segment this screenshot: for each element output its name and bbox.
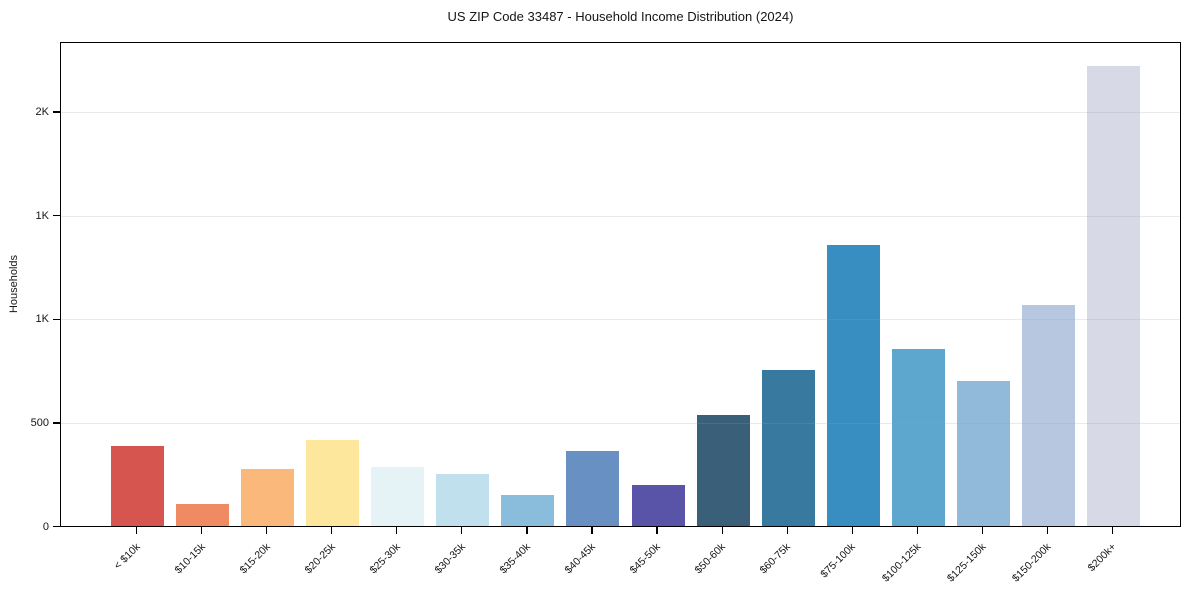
x-tick-label: $35-40k	[497, 540, 533, 577]
x-tick-mark	[1046, 527, 1049, 534]
y-tick-mark	[53, 318, 60, 320]
bar-$150-200k	[1021, 305, 1075, 526]
x-tick-label: $50-60k	[692, 540, 729, 577]
bar-$50-60k	[696, 415, 750, 526]
x-tick-label: $25-30k	[367, 540, 403, 577]
bar-< $10k	[111, 446, 164, 526]
x-tick-label: $45-50k	[627, 540, 663, 577]
y-tick-label: 500	[30, 416, 49, 429]
y-tick-label: 0	[42, 520, 49, 533]
y-tick-mark	[53, 526, 60, 528]
bar-$30-35k	[436, 474, 490, 526]
bar-$100-125k	[891, 348, 945, 526]
x-tick-mark	[135, 527, 138, 534]
x-tick-label: $15-20k	[237, 540, 273, 577]
x-tick-label: $200k+	[1085, 540, 1119, 574]
x-tick-mark	[266, 527, 268, 534]
bar-$75-100k	[826, 245, 880, 526]
x-tick-mark	[916, 527, 918, 534]
bar-$125-150k	[956, 381, 1010, 526]
x-tick-mark	[656, 527, 658, 534]
x-tick-label: $100-125k	[879, 540, 924, 585]
bar-$60-75k	[761, 369, 815, 526]
x-tick-mark	[591, 527, 593, 534]
y-tick-label: 2K	[35, 105, 49, 118]
y-tick-label: 1K	[35, 313, 49, 326]
x-tick-mark	[461, 527, 463, 534]
y-tick-mark	[53, 111, 60, 113]
bar-$25-30k	[371, 466, 425, 526]
x-tick-label: < $10k	[111, 540, 143, 572]
gridline-1000	[61, 319, 1180, 321]
bar-$45-50k	[631, 485, 685, 526]
y-tick-mark	[53, 422, 60, 424]
bar-$200k+	[1087, 65, 1141, 526]
x-tick-mark	[1111, 527, 1114, 534]
y-axis-label: Households	[8, 254, 20, 314]
gridline-2000	[61, 111, 1180, 113]
gridline-1500	[61, 215, 1180, 217]
bar-$40-45k	[566, 451, 620, 526]
x-tick-mark	[786, 527, 788, 534]
x-tick-mark	[721, 527, 723, 534]
bar-$15-20k	[241, 469, 295, 526]
gridline-500	[61, 422, 1180, 424]
x-tick-mark	[981, 527, 983, 534]
plot-area	[60, 42, 1181, 527]
y-tick-mark	[53, 215, 60, 217]
x-tick-label: $40-45k	[562, 540, 598, 577]
bar-$20-25k	[306, 440, 360, 526]
bar-$10-15k	[176, 504, 230, 526]
x-tick-label: $30-35k	[432, 540, 468, 577]
y-tick-label: 1K	[35, 209, 49, 222]
x-tick-mark	[200, 527, 203, 534]
x-tick-mark	[396, 527, 398, 534]
chart-title: US ZIP Code 33487 - Household Income Dis…	[447, 9, 794, 24]
x-tick-mark	[526, 527, 528, 534]
x-tick-mark	[851, 527, 853, 534]
x-tick-label: $125-150k	[944, 540, 989, 585]
x-tick-label: $150-200k	[1009, 540, 1054, 585]
x-tick-label: $20-25k	[302, 540, 338, 577]
x-tick-mark	[331, 527, 333, 534]
x-tick-label: $10-15k	[172, 540, 208, 577]
x-tick-label: $75-100k	[818, 540, 859, 581]
bar-$35-40k	[501, 494, 555, 526]
x-tick-label: $60-75k	[757, 540, 794, 577]
